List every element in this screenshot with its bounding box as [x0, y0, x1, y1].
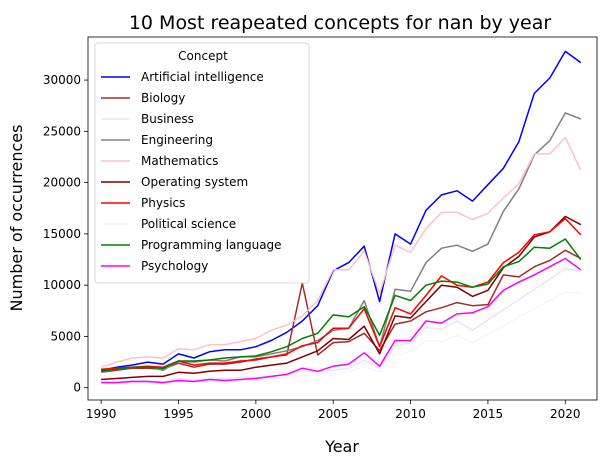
- legend-label-mathematics: Mathematics: [141, 154, 218, 168]
- legend-label-physics: Physics: [141, 196, 185, 210]
- legend-label-political-science: Political science: [141, 217, 236, 231]
- x-tick-label: 1995: [163, 407, 194, 421]
- series-line-artificial-intelligence: [101, 50, 582, 372]
- y-tick-label: 10000: [43, 278, 81, 292]
- legend-box: [94, 42, 310, 284]
- x-tick-label: 2010: [395, 407, 426, 421]
- legend-label-business: Business: [141, 112, 194, 126]
- x-axis-label: Year: [324, 437, 359, 456]
- x-tick-label: 2020: [550, 407, 581, 421]
- x-tick-label: 2015: [473, 407, 504, 421]
- x-tick-label: 1990: [86, 407, 117, 421]
- legend-label-artificial-intelligence: Artificial intelligence: [141, 70, 264, 84]
- series-line-business: [101, 267, 581, 383]
- y-tick-label: 15000: [43, 227, 81, 241]
- y-axis-label: Number of occurrences: [7, 125, 26, 312]
- legend-label-operating-system: Operating system: [141, 175, 248, 189]
- x-tick-label: 2005: [318, 407, 349, 421]
- legend-title: Concept: [178, 49, 228, 63]
- series-line-psychology: [101, 257, 582, 384]
- series-line-programming-language: [101, 238, 582, 373]
- legend-label-biology: Biology: [141, 91, 185, 105]
- chart-title: 10 Most reapeated concepts for nan by ye…: [129, 12, 552, 34]
- series-line-operating-system: [101, 215, 582, 381]
- y-tick-label: 5000: [50, 329, 81, 343]
- series-line-biology: [101, 249, 582, 374]
- series-layer: [100, 50, 582, 385]
- y-tick-label: 0: [73, 381, 81, 395]
- y-tick-label: 25000: [43, 124, 81, 138]
- x-tick-label: 2000: [241, 407, 272, 421]
- plot-border: [87, 36, 598, 401]
- legend-label-programming-language: Programming language: [141, 238, 282, 252]
- y-tick-label: 30000: [43, 73, 81, 87]
- legend-label-psychology: Psychology: [141, 259, 208, 273]
- series-line-political-science: [101, 291, 581, 385]
- x-axis-ticks: 1990 1995 2000 2005 2010 2015 2020: [86, 400, 581, 421]
- series-line-mathematics: [100, 136, 582, 368]
- legend-label-engineering: Engineering: [141, 133, 213, 147]
- y-tick-label: 20000: [43, 176, 81, 190]
- legend: Concept Artificial intelligence Biology Bu…: [94, 42, 310, 284]
- legend-items: Artificial intelligence Biology Business En…: [101, 70, 282, 273]
- y-axis-ticks: 0 5000 10000 15000 20000 25000 30000: [43, 73, 88, 395]
